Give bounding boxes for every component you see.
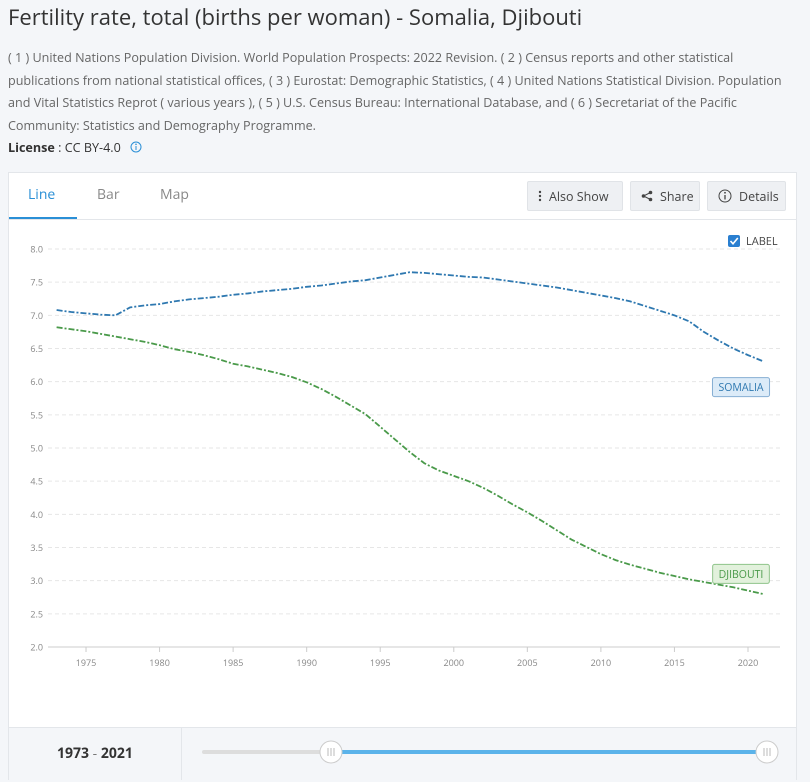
range-text: 1973 - 2021: [57, 744, 133, 763]
x-tick-label: 1990: [296, 656, 317, 669]
share-button[interactable]: Share: [630, 181, 700, 211]
label-toggle: LABEL: [746, 234, 778, 249]
license-value: CC BY-4.0: [64, 139, 121, 156]
info-icon[interactable]: [130, 141, 142, 153]
x-tick-label: 2020: [738, 656, 759, 669]
also-show-button[interactable]: Also Show: [527, 181, 623, 211]
range-separator: -: [89, 744, 101, 763]
details-button[interactable]: Details: [707, 181, 786, 211]
series-line: [56, 271, 764, 362]
range-slider[interactable]: [9, 728, 796, 780]
x-tick-label: 2010: [591, 656, 612, 669]
title: Fertility rate, total (births per woman)…: [8, 2, 583, 32]
label-checkbox[interactable]: [728, 235, 740, 247]
slider-handle[interactable]: [755, 740, 779, 764]
license-sep: :: [54, 139, 65, 156]
x-tick-label: 1975: [76, 656, 97, 669]
y-tick-label: 6.0: [30, 375, 43, 388]
x-tick-label: 1985: [223, 656, 244, 669]
series-label: DJIBOUTI: [719, 568, 764, 582]
y-tick-label: 3.5: [30, 541, 43, 554]
plot: 2.0 2.5 3.0 3.5 4.0 4.5 5.0 5.5 6.0 6.5 7.0 7.5 8.0 1…: [30, 234, 780, 669]
tab-map[interactable]: Map: [160, 185, 189, 204]
y-tick-label: 2.0: [30, 641, 43, 654]
icon: [538, 190, 542, 202]
license: License : CC BY-4.0: [8, 139, 142, 156]
y-tick-label: 8.0: [30, 243, 43, 256]
license-label: License: [8, 139, 55, 156]
button-label: Also Show: [549, 187, 609, 205]
icon: [718, 189, 732, 203]
y-tick-label: 4.5: [30, 475, 43, 488]
y-tick-label: 7.5: [30, 276, 43, 289]
tab-bar[interactable]: Bar: [97, 185, 120, 204]
button-label: Details: [739, 187, 779, 205]
x-tick-label: 2000: [443, 656, 464, 669]
series-label-box: [711, 377, 771, 398]
card: Line Bar Map Also Show Share Details 197…: [8, 172, 797, 780]
x-tick-label: 1995: [370, 656, 391, 669]
y-tick-label: 7.0: [30, 309, 43, 322]
y-tick-label: 5.0: [30, 442, 43, 455]
sources: ( 1 ) United Nations Population Division…: [8, 49, 782, 134]
footer: 1973 - 2021: [9, 727, 796, 780]
series-line: [56, 326, 763, 595]
divider: [9, 219, 796, 220]
divider: [181, 728, 182, 780]
button-label: Share: [660, 187, 694, 205]
icon: [641, 190, 653, 202]
x-tick-label: 1980: [149, 656, 170, 669]
slider-handle[interactable]: [319, 740, 343, 764]
tab-line[interactable]: Line: [28, 185, 56, 204]
x-tick-label: 2015: [664, 656, 685, 669]
x-tick-label: 2005: [517, 656, 538, 669]
y-tick-label: 2.5: [30, 607, 43, 620]
series-label-box: [712, 563, 770, 584]
y-tick-label: 3.0: [30, 574, 43, 587]
series-label: SOMALIA: [718, 381, 763, 395]
y-tick-label: 6.5: [30, 342, 43, 355]
range-end: 2021: [100, 744, 133, 763]
y-tick-label: 4.0: [30, 508, 43, 521]
y-tick-label: 5.5: [30, 408, 43, 421]
range-start: 1973: [57, 744, 90, 763]
tab-underline: [9, 217, 77, 219]
chart: 2.0 2.5 3.0 3.5 4.0 4.5 5.0 5.5 6.0 6.5 7.0 7.5 8.0 1…: [30, 234, 780, 669]
check-mark: [729, 237, 739, 246]
